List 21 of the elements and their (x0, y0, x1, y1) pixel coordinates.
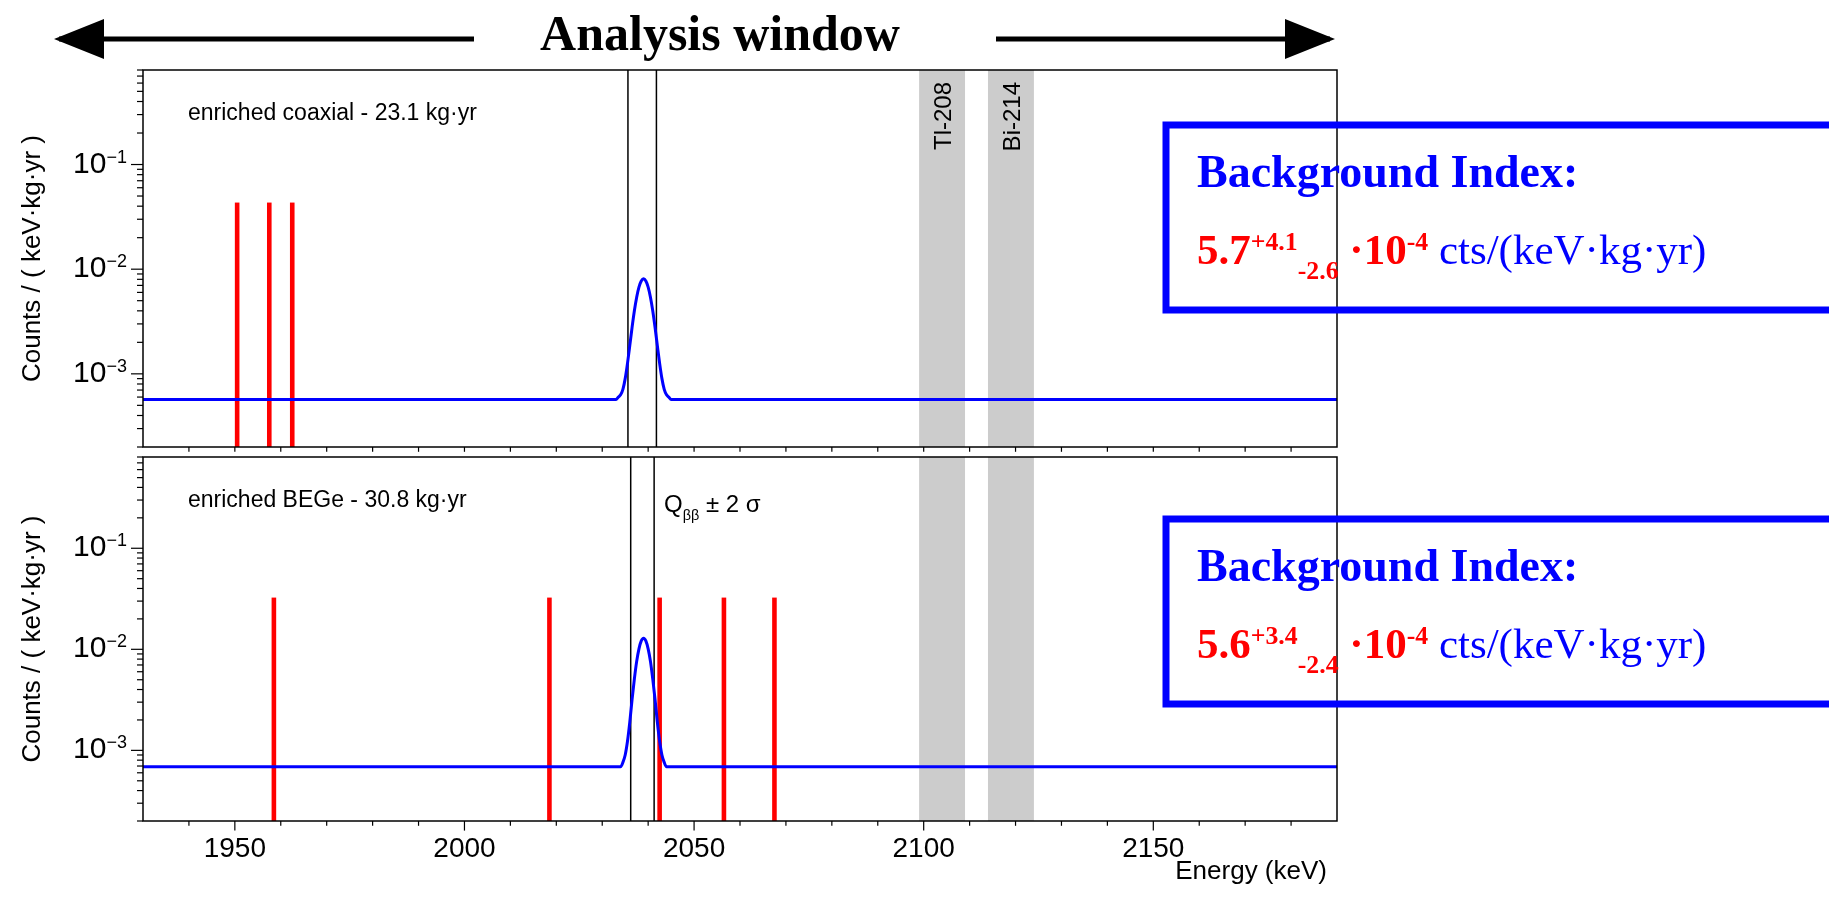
y-axis-title: Counts / ( keV·kg·yr ) (16, 515, 46, 763)
annotation: Q$_{ββ}$ ± 2 σ (664, 490, 761, 524)
x-tick-label: 1950 (203, 832, 266, 863)
text: cts/(keV·kg·yr) (1428, 620, 1707, 668)
text: cts/(keV·kg·yr) (1428, 226, 1707, 274)
y-tick-label: 10$^{−1}$ (73, 145, 127, 179)
x-tick-label: 2050 (662, 832, 726, 863)
y-tick-label: 10$^{−1}$ (73, 529, 127, 563)
band-label: Tl-208 (929, 82, 957, 151)
band-label: Bi-214 (997, 82, 1025, 152)
x-tick-label: 2000 (433, 832, 496, 863)
chart-title: Analysis window (540, 5, 900, 61)
line-series (141, 277, 1339, 401)
y-tick-label: 10$^{−3}$ (73, 731, 127, 765)
x-tick-label: 2100 (892, 832, 955, 863)
y-tick-label: 10$^{−3}$ (73, 354, 127, 388)
annotation: enriched coaxial - 23.1 kg·yr (188, 99, 478, 125)
y-tick-label: 10$^{−2}$ (73, 250, 127, 284)
annotation: enriched BEGe - 30.8 kg·yr (188, 486, 468, 512)
y-axis-title: Counts / ( keV·kg·yr ) (16, 134, 46, 383)
y-tick-label: 10$^{−2}$ (73, 630, 127, 664)
